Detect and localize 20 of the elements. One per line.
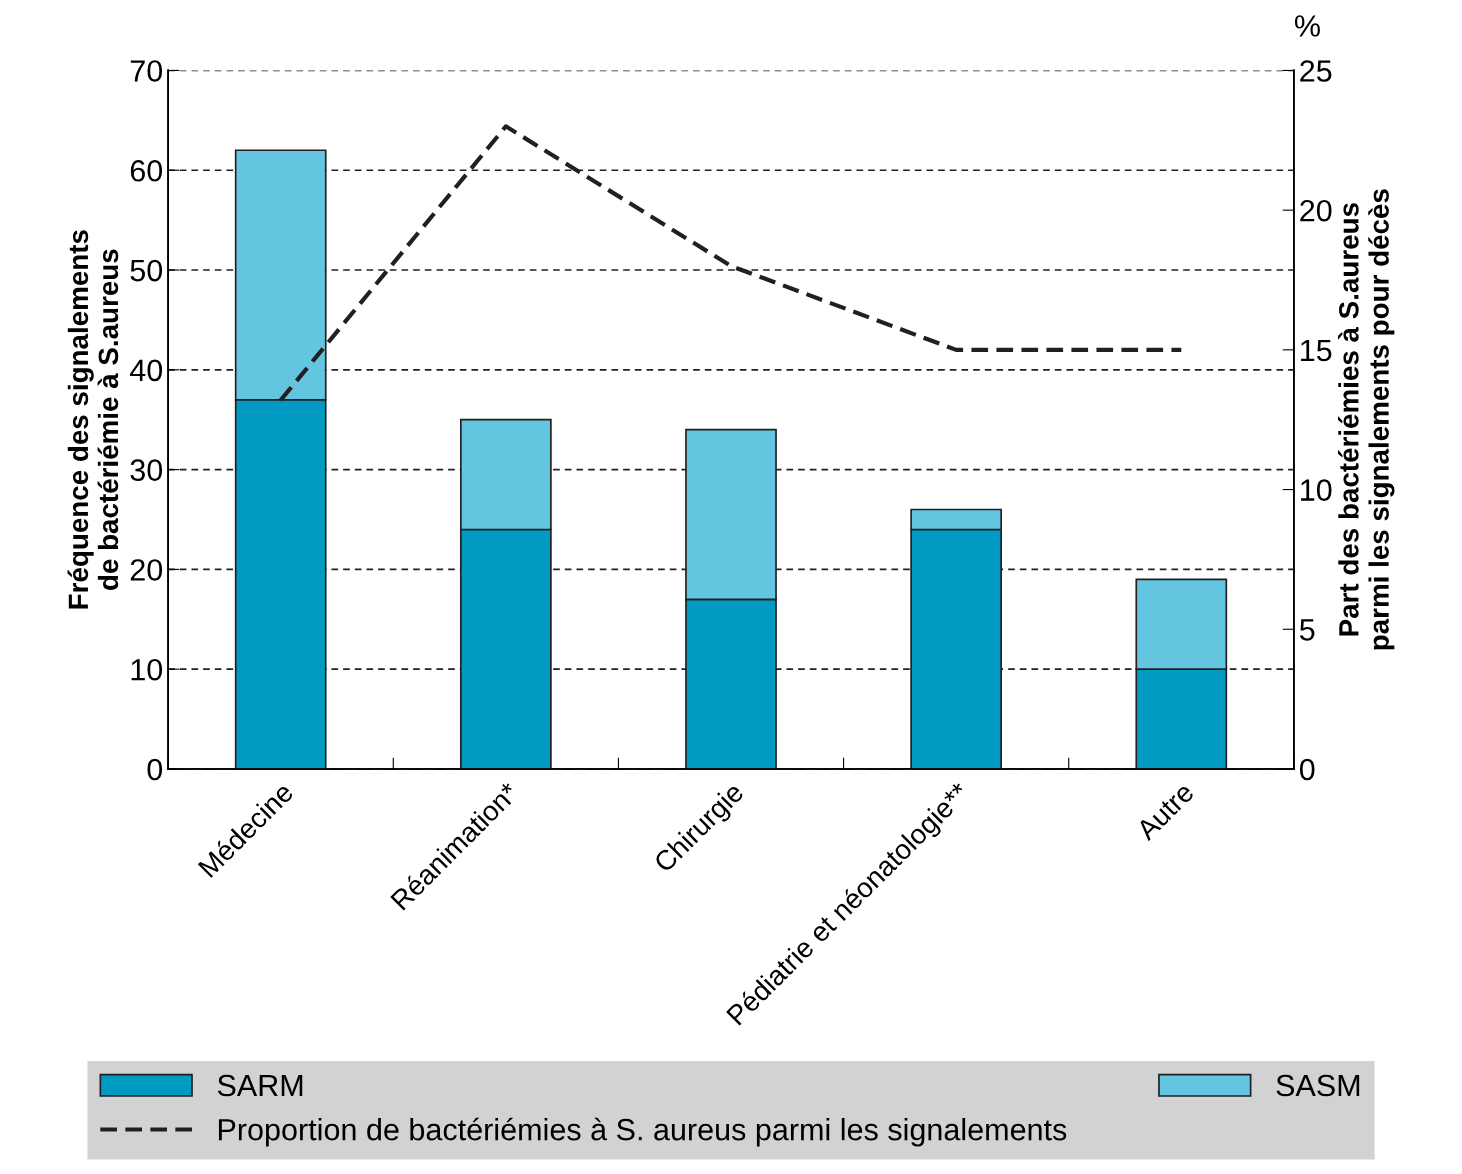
y-tick-label: 30 [130,459,163,481]
legend-label: Proportion de bactériémies à S. aureus parmi les signalements [218,1117,1067,1147]
y2-tick-label: 0 [1299,758,1315,781]
y2-tick-label: 25 [1300,60,1332,82]
y2-tick-label: 15 [1301,339,1332,362]
y-tick-label: 60 [130,159,163,182]
y-tick-label: 70 [130,60,163,82]
legend-label: SASM [1276,1074,1360,1097]
y2-axis-title: Part des bactériémies à S.aureus parmi les signalements pour décès [1338,189,1395,650]
y2-tick-label: 5 [1299,619,1315,641]
text: % [1294,15,1320,37]
y-tick-label: 50 [130,259,163,282]
y2-tick-label: 20 [1300,199,1332,222]
y-tick-label: 20 [130,559,163,581]
y2-tick-label: 10 [1301,479,1332,501]
y-tick-label: 0 [147,758,163,781]
y-axis-title: Fréquence des signalements de bactériémie à S.aureus [67,230,119,609]
y-tick-label: 40 [129,359,163,382]
y-tick-label: 10 [131,658,163,681]
legend-label: SARM [217,1074,303,1097]
